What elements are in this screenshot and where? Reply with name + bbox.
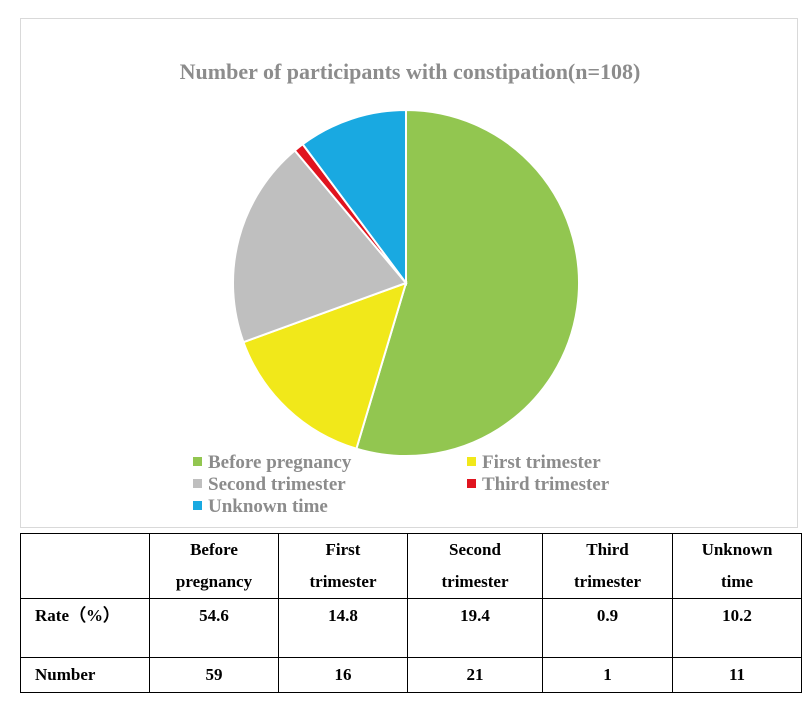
pie-slice-before-pregnancy xyxy=(355,108,580,457)
legend-item-before-pregnancy: Before pregnancy xyxy=(193,452,351,474)
table-cell: 19.4 xyxy=(407,598,543,658)
table-cell: 16 xyxy=(278,657,408,693)
table-cell: 59 xyxy=(149,657,279,693)
legend-swatch-unknown-time xyxy=(193,501,202,510)
pie-chart xyxy=(232,108,580,457)
table-row-number: Number 59 16 21 1 11 xyxy=(20,657,802,693)
legend-swatch-second-trimester xyxy=(193,479,202,488)
table-cell: 11 xyxy=(672,657,802,693)
table-cell: 14.8 xyxy=(278,598,408,658)
table-header-row: Before pregnancy First trimester Second tri… xyxy=(20,533,802,599)
legend-item-first-trimester: First trimester xyxy=(467,452,601,474)
legend-label: First trimester xyxy=(482,452,601,473)
legend-label: Before pregnancy xyxy=(208,452,352,473)
table-row-label: Number xyxy=(20,657,150,693)
table-header-cell: Third trimester xyxy=(542,533,673,599)
table-header-cell: First trimester xyxy=(278,533,408,599)
legend-swatch-before-pregnancy xyxy=(193,457,202,466)
legend-label: Second trimester xyxy=(208,474,346,495)
table-row-rate: Rate（%） 54.6 14.8 19.4 0.9 10.2 xyxy=(20,598,802,658)
legend-label: Unknown time xyxy=(208,496,328,517)
table-cell: 54.6 xyxy=(149,598,279,658)
legend-item-third-trimester: Third trimester xyxy=(467,474,609,496)
legend-swatch-first-trimester xyxy=(467,457,476,466)
table-header-cell: Before pregnancy xyxy=(149,533,279,599)
legend-item-unknown-time: Unknown time xyxy=(193,496,328,518)
pie-slice-unknown-time xyxy=(301,108,407,287)
table-cell: 10.2 xyxy=(672,598,802,658)
chart-area: Number of participants with constipation… xyxy=(20,18,798,528)
chart-title: Number of participants with constipation… xyxy=(179,59,641,84)
legend-swatch-third-trimester xyxy=(467,479,476,488)
legend-item-second-trimester: Second trimester xyxy=(193,474,346,496)
data-table: Before pregnancy First trimester Second tri… xyxy=(20,533,802,693)
table-header-cell: Second trimester xyxy=(407,533,543,599)
table-header-cell: Unknown time xyxy=(672,533,802,599)
table-cell: 21 xyxy=(407,657,543,693)
legend-label: Third trimester xyxy=(482,474,610,495)
pie-slice-first-trimester xyxy=(242,281,408,450)
table-row-label: Rate（%） xyxy=(20,598,150,658)
pie-slice-second-trimester xyxy=(232,149,408,344)
table-cell: 0.9 xyxy=(542,598,673,658)
table-cell: 1 xyxy=(542,657,673,693)
table-header-cell xyxy=(20,533,150,599)
